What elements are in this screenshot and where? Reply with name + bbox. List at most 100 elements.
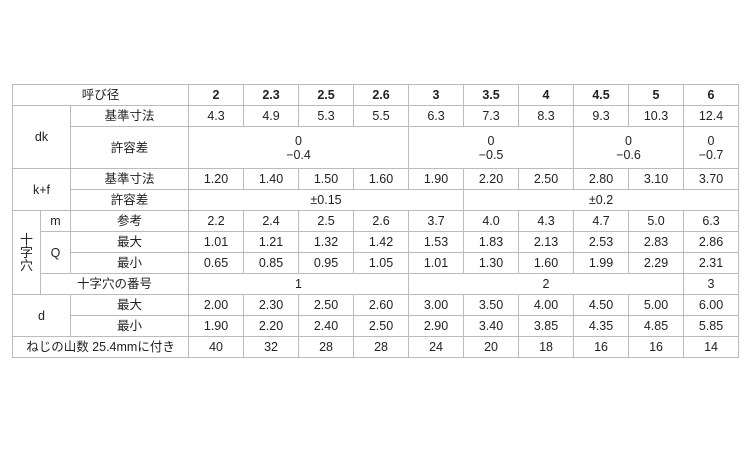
dk-basic-value: 7.3 [463,105,520,127]
q-min-value: 1.05 [353,252,410,274]
size-header: 6 [683,84,740,106]
d-min-value: 2.40 [298,315,355,337]
max-label: 最大 [69,231,190,253]
q-max-value: 2.83 [628,231,685,253]
d-max-value: 2.00 [188,294,245,316]
reference-label: 参考 [69,210,190,232]
q-min-value: 1.60 [518,252,575,274]
size-header: 4.5 [573,84,630,106]
kf-basic-value: 3.10 [628,168,685,190]
threads-value: 16 [573,336,630,358]
d-min-value: 1.90 [188,315,245,337]
q-min-value: 2.31 [683,252,740,274]
threads-value: 28 [298,336,355,358]
table-row: 十字穴の番号 1 2 3 [13,273,740,295]
min-label: 最小 [69,252,190,274]
q-max-value: 1.53 [408,231,465,253]
max-label: 最大 [69,294,190,316]
dk-basic-value: 5.3 [298,105,355,127]
q-max-value: 1.42 [353,231,410,253]
q-min-value: 0.65 [188,252,245,274]
threads-value: 24 [408,336,465,358]
kf-tolerance-value: ±0.2 [463,189,740,211]
threads-value: 28 [353,336,410,358]
kf-basic-value: 3.70 [683,168,740,190]
d-max-value: 2.30 [243,294,300,316]
q-max-value: 2.53 [573,231,630,253]
d-min-value: 4.85 [628,315,685,337]
q-min-value: 2.29 [628,252,685,274]
tol-upper: 0 [707,133,715,148]
q-min-value: 1.99 [573,252,630,274]
d-min-value: 2.90 [408,315,465,337]
kf-basic-value: 1.90 [408,168,465,190]
d-min-value: 3.40 [463,315,520,337]
recess-number: 3 [683,273,740,295]
table-row: Q 最大 1.01 1.21 1.32 1.42 1.53 1.83 2.13 2.53 2.83 2… [13,231,740,274]
threads-value: 18 [518,336,575,358]
dk-basic-value: 5.5 [353,105,410,127]
q-max-value: 1.01 [188,231,245,253]
table-row: dk 基準寸法 4.3 4.9 5.3 5.5 6.3 7.3 8.3 9.3 10.3 12.4 [12,105,740,169]
q-min-value: 0.85 [243,252,300,274]
recess-label-char: 字 [19,245,33,260]
d-min-value: 5.85 [683,315,740,337]
size-header: 4 [518,84,575,106]
d-min-value: 3.85 [518,315,575,337]
dk-tolerance-value: 0 −0.7 [683,126,740,169]
m-value: 3.7 [408,210,465,232]
recess-number-label: 十字穴の番号 [39,273,190,295]
kf-basic-value: 1.40 [243,168,300,190]
dk-label: dk [12,105,71,169]
m-label: m [40,210,71,232]
d-max-value: 2.60 [353,294,410,316]
tol-lower: −0.6 [616,147,641,162]
d-max-value: 2.50 [298,294,355,316]
min-label: 最小 [69,315,190,337]
threads-value: 40 [188,336,245,358]
dk-tolerance-value: 0 −0.5 [408,126,575,169]
q-max-value: 1.83 [463,231,520,253]
table-row: d 最大 2.00 2.30 2.50 2.60 3.00 3.50 4.00 4.50 5.00 6… [12,294,740,337]
d-max-value: 3.50 [463,294,520,316]
recess-label-char: 十 [19,232,33,247]
dk-tolerance-value: 0 −0.6 [573,126,685,169]
kf-label: k+f [12,168,71,211]
tol-upper: 0 [487,133,495,148]
kf-basic-value: 1.60 [353,168,410,190]
d-max-value: 5.00 [628,294,685,316]
q-max-value: 1.21 [243,231,300,253]
recess-label: 十字穴 [12,210,41,295]
table-row: 許容差 0 −0.4 0 −0.5 0 −0.6 0 −0.7 [13,126,740,169]
recess-number: 2 [408,273,685,295]
m-value: 2.4 [243,210,300,232]
q-max-value: 2.13 [518,231,575,253]
table-row: k+f 基準寸法 1.20 1.40 1.50 1.60 1.90 2.20 2.50 2.80 3… [12,168,740,211]
dk-basic-value: 8.3 [518,105,575,127]
d-max-value: 6.00 [683,294,740,316]
size-header: 2.6 [353,84,410,106]
table-row: 呼び径 2 2.3 2.5 2.6 3 3.5 4 4.5 5 6 [11,84,740,106]
m-value: 5.0 [628,210,685,232]
kf-basic-value: 2.50 [518,168,575,190]
threads-label: ねじの山数 25.4mmに付き [11,336,190,358]
m-value: 6.3 [683,210,740,232]
threads-value: 16 [628,336,685,358]
dk-basic-value: 12.4 [683,105,740,127]
d-max-value: 4.00 [518,294,575,316]
d-min-value: 2.20 [243,315,300,337]
size-header: 2.5 [298,84,355,106]
tol-lower: −0.7 [698,147,724,162]
q-min-value: 1.30 [463,252,520,274]
recess-label-char: 穴 [19,258,33,273]
d-min-value: 2.50 [353,315,410,337]
size-header: 2 [188,84,245,106]
dk-basic-value: 4.9 [243,105,300,127]
tol-lower: −0.4 [286,147,311,162]
tol-upper: 0 [625,133,632,148]
q-min-value: 1.01 [408,252,465,274]
tolerance-label: 許容差 [69,189,190,211]
d-min-value: 4.35 [573,315,630,337]
dk-basic-value: 4.3 [188,105,245,127]
nominal-diameter-label: 呼び径 [11,84,190,106]
